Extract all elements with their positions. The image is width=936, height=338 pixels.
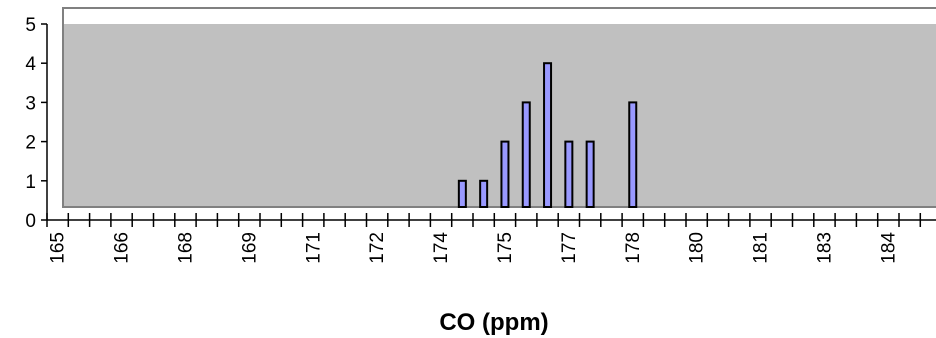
y-tick-label-1: 1 [25,172,36,193]
x-tick-label-13: 184 [878,232,899,264]
x-tick-label-1: 166 [112,232,133,264]
y-tick-label-0: 0 [25,211,36,232]
plot-top-band [64,9,936,24]
x-tick-label-2: 168 [175,232,196,264]
bar-3 [521,101,531,208]
x-tick-label-10: 180 [687,232,708,264]
x-tick-label-3: 169 [239,232,260,264]
bar-0 [457,179,467,209]
bar-1 [479,179,489,209]
x-tick-label-4: 171 [303,232,324,264]
bar-5 [564,140,574,209]
bar-6 [585,140,595,209]
x-tick-label-8: 177 [559,232,580,264]
tick-labels-group: 0 1 2 3 4 5 165 166 168 169 171 172 174 175 177 178 180 1… [25,15,899,264]
plot-area [62,7,936,208]
bar-4 [543,62,553,209]
bar-2 [500,140,510,209]
y-tick-label-3: 3 [25,93,36,114]
x-tick-label-11: 181 [751,232,772,264]
x-tick-label-6: 174 [431,232,452,264]
x-tick-label-12: 183 [814,232,835,264]
x-tick-label-9: 178 [623,232,644,264]
x-tick-label-0: 165 [48,232,69,264]
bar-7 [628,101,638,208]
plot-background [62,7,936,208]
bars-group [457,62,638,209]
x-tick-label-7: 175 [495,232,516,264]
axes-group [41,23,936,227]
x-tick-label-5: 172 [367,232,388,264]
y-tick-label-2: 2 [25,133,36,154]
y-tick-label-4: 4 [25,54,36,75]
y-tick-label-5: 5 [25,15,36,36]
x-axis-title: CO (ppm) [439,309,548,336]
